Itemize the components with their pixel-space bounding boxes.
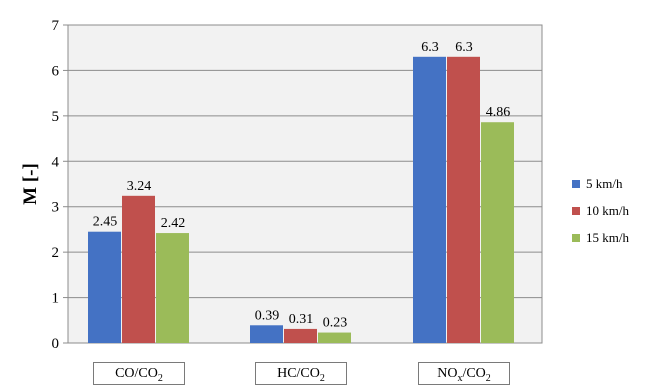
bar xyxy=(122,195,155,343)
legend-label: 5 km/h xyxy=(586,175,623,191)
data-label: 6.3 xyxy=(455,40,473,55)
data-label: 0.31 xyxy=(289,312,314,327)
y-tick-label: 5 xyxy=(52,109,60,125)
legend-swatch xyxy=(572,206,580,215)
legend-label: 15 km/h xyxy=(586,229,629,245)
y-tick-label: 7 xyxy=(52,18,60,34)
x-category-label: NOx/CO2 xyxy=(418,362,510,385)
bar xyxy=(156,233,189,343)
y-tick-label: 4 xyxy=(52,154,60,170)
y-axis-label: M [-] xyxy=(20,163,41,205)
x-category-label: HC/CO2 xyxy=(255,362,347,385)
y-tick-label: 2 xyxy=(52,245,60,261)
y-tick-label: 1 xyxy=(52,291,60,307)
y-tick-label: 3 xyxy=(52,200,60,216)
bar xyxy=(481,122,514,344)
legend-item: 15 km/h xyxy=(572,224,650,251)
legend-item: 5 km/h xyxy=(572,170,650,197)
bar xyxy=(284,328,317,343)
legend-swatch xyxy=(572,233,580,242)
data-label: 3.24 xyxy=(127,179,152,194)
bar xyxy=(250,325,283,343)
data-label: 0.23 xyxy=(323,316,348,331)
legend-label: 10 km/h xyxy=(586,202,629,218)
x-category-label: CO/CO2 xyxy=(93,362,185,385)
data-label: 2.42 xyxy=(161,216,186,231)
data-label: 2.45 xyxy=(93,215,118,230)
bar xyxy=(318,332,351,343)
legend-item: 10 km/h xyxy=(572,197,650,224)
legend-swatch xyxy=(572,179,580,188)
data-label: 4.86 xyxy=(486,105,511,120)
legend: 5 km/h 10 km/h 15 km/h xyxy=(572,170,650,251)
bar xyxy=(88,231,121,343)
bar xyxy=(413,56,446,344)
data-label: 6.3 xyxy=(421,40,439,55)
y-tick-label: 0 xyxy=(52,336,60,352)
data-label: 0.39 xyxy=(255,308,280,323)
y-tick-label: 6 xyxy=(52,63,60,79)
bar xyxy=(447,56,480,344)
